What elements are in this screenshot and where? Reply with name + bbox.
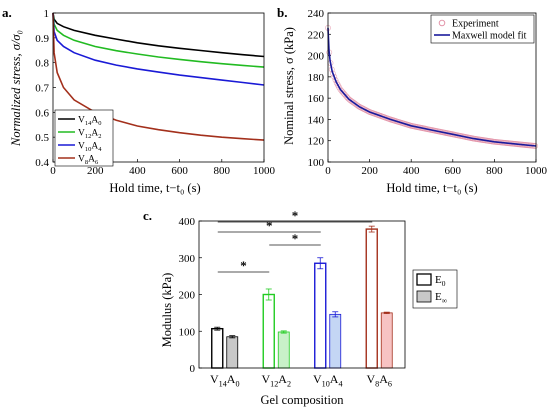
panel-a-y-tick-label: 0.5 (35, 132, 49, 144)
panel-a-legend-entry: V10A4 (78, 142, 102, 154)
panel-b-y-axis-label: Nominal stress, σ (kPa) (282, 27, 296, 145)
panel-c-legend-entry: E∞ (435, 291, 447, 305)
panel-b-y-tick-label: 200 (308, 51, 325, 63)
panel-c-significance-star: * (292, 208, 299, 223)
panel-a-x-axis-label: Hold time, t−t₀ (s) (109, 181, 200, 195)
panel-b-series (325, 24, 539, 149)
panel-c-y-axis-label: Modulus (kPa) (160, 273, 174, 348)
panel-c-label: c. (143, 208, 152, 223)
panel-a-y-tick-label: 1 (44, 8, 50, 20)
panel-c-significance: * * * * (217, 208, 373, 273)
panel-b-legend-entry: Maxwell model fit (452, 31, 527, 42)
panel-c-significance-star: * (240, 258, 247, 273)
panel-c-plot-frame (198, 220, 406, 369)
panel-b-label: b. (277, 5, 287, 20)
panel-a-x-tick-label: 400 (129, 165, 146, 177)
panel-c-y-tick-label: 300 (179, 253, 196, 265)
panel-c-bars: V14A0 V12A2 V10A4 V8A6 (210, 225, 393, 388)
panel-c-legend-entry: E0 (435, 274, 446, 288)
panel-a-ticks: 0 200 400 600 800 1000 0.4 0.5 0.6 0.7 0.8 0.9 1 (35, 8, 275, 177)
panel-b-plot-frame (327, 12, 537, 163)
panel-a-x-tick-label: 0 (50, 165, 56, 177)
panel-b-y-tick-label: 140 (308, 114, 325, 126)
panel-c-bar-V10A4-E0 (314, 262, 327, 369)
panel-b-y-tick-label: 240 (308, 8, 325, 20)
panel-c-significance-star: * (292, 231, 299, 246)
panel-b-legend-entry: Experiment (452, 19, 499, 30)
panel-b-x-tick-label: 800 (486, 165, 503, 177)
panel-a-y-tick-label: 0.6 (35, 107, 49, 119)
panel-b-x-tick-label: 0 (325, 165, 331, 177)
panel-a-series-line-V14A0 (52, 12, 265, 58)
panel-c-bar-V8A6-E0 (365, 228, 378, 369)
panel-b-chart: b. Nominal stress, σ (kPa) Hold time, t−… (277, 5, 548, 195)
panel-b-experiment-point (330, 70, 336, 77)
panel-a-legend-entry: V14A0 (78, 116, 101, 128)
panel-c-bar-V14A0-E0 (211, 327, 224, 369)
panel-a-y-tick-label: 0.4 (35, 157, 49, 169)
panel-c-category-label: V8A6 (367, 372, 393, 388)
panel-a-y-tick-label: 0.9 (35, 33, 49, 45)
panel-c-significance-star: * (266, 218, 273, 233)
panel-c-bar-V12A2-E∞ (277, 331, 290, 369)
panel-b-x-tick-label: 1000 (525, 165, 548, 177)
panel-c-bar-V12A2-E0 (262, 293, 275, 369)
panel-c-y-tick-label: 0 (190, 363, 196, 375)
panel-a-chart: a. Normalized stress, σ/σ₀ Hold time, t−… (2, 5, 276, 195)
panel-a-series-line-V10A4 (52, 12, 265, 86)
panel-a-legend-entry: V8A6 (78, 155, 99, 167)
panel-a-y-tick-label: 0.8 (35, 58, 49, 70)
panel-b-fit-line (327, 27, 537, 147)
panel-a-plot-frame (52, 12, 265, 163)
panel-b-y-tick-label: 180 (308, 72, 325, 84)
panel-a-x-tick-label: 600 (171, 165, 188, 177)
panel-b-y-tick-label: 220 (308, 29, 325, 41)
panel-c-y-tick-label: 100 (179, 326, 196, 338)
panel-c-category-label: V12A2 (261, 372, 291, 388)
panel-a-x-tick-label: 800 (214, 165, 231, 177)
panel-a-series (52, 12, 265, 141)
panel-a-series-line-V12A2 (52, 12, 265, 68)
panel-c-legend: E0 E∞ (412, 269, 458, 309)
panel-b-experiment-point (332, 77, 339, 83)
panel-c-legend-swatch-e0 (416, 273, 432, 286)
panel-c-y-tick-label: 400 (179, 216, 196, 228)
panel-c-chart: c. Modulus (kPa) Gel composition 0 100 200… (143, 208, 458, 407)
panel-b-y-tick-label: 100 (308, 157, 325, 169)
panel-c-bar-V10A4-E∞ (329, 313, 342, 369)
panel-b-legend-swatch-experiment (438, 19, 446, 27)
panel-c-x-axis-label: Gel composition (261, 393, 345, 407)
panel-b-x-axis-label: Hold time, t−t₀ (s) (386, 181, 477, 195)
panel-b-y-tick-label: 160 (308, 93, 325, 105)
panel-b-legend-box (430, 14, 535, 44)
panel-b-y-tick-label: 120 (308, 136, 325, 148)
panel-b-x-tick-label: 600 (445, 165, 462, 177)
panel-b-experiment-point (331, 73, 338, 80)
panel-a-label: a. (2, 5, 12, 20)
panel-a-y-tick-label: 0.7 (35, 83, 49, 95)
panel-a-legend-entry: V12A2 (78, 129, 101, 141)
panel-a-x-tick-label: 200 (87, 165, 104, 177)
panel-b-x-tick-label: 200 (361, 165, 378, 177)
panel-b-x-tick-label: 400 (403, 165, 420, 177)
panel-b-ticks: 0 200 400 600 800 1000 100 120 140 160 180 200 220 24… (308, 8, 548, 177)
panel-a-y-axis-label: Normalized stress, σ/σ₀ (9, 30, 23, 147)
panel-a-series-line-V8A6 (52, 12, 265, 141)
panel-a-x-tick-label: 1000 (253, 165, 276, 177)
panel-c-category-label: V10A4 (313, 372, 343, 388)
panel-c-legend-swatch-einf (416, 290, 432, 303)
panel-c-category-label: V14A0 (210, 372, 240, 388)
panel-c-bar-V8A6-E∞ (380, 312, 393, 369)
panel-c-ticks: 0 100 200 300 400 (179, 216, 202, 375)
panel-c-bar-V14A0-E∞ (226, 336, 239, 369)
panel-c-y-tick-label: 200 (179, 290, 196, 302)
